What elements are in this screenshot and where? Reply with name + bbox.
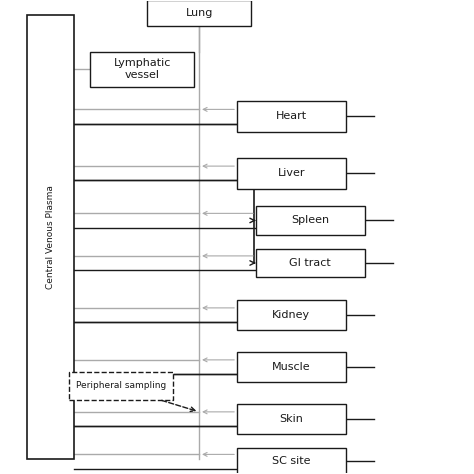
Bar	[147, 0, 251, 26]
Bar	[256, 249, 365, 277]
Bar	[69, 372, 173, 400]
Text: Central Venous Plasma: Central Venous Plasma	[46, 185, 55, 289]
Text: Muscle: Muscle	[272, 362, 310, 372]
Bar	[237, 352, 346, 383]
Bar	[237, 300, 346, 330]
Text: Lymphatic
vessel: Lymphatic vessel	[114, 58, 171, 80]
Text: GI tract: GI tract	[290, 258, 331, 268]
Text: Peripheral sampling: Peripheral sampling	[76, 382, 166, 391]
Text: Skin: Skin	[279, 414, 303, 424]
Text: Heart: Heart	[276, 111, 307, 121]
Bar	[237, 101, 346, 132]
Text: Kidney: Kidney	[272, 310, 310, 320]
Text: Spleen: Spleen	[291, 216, 329, 226]
Bar	[91, 52, 194, 87]
Bar	[256, 206, 365, 235]
Bar	[237, 403, 346, 434]
Text: Liver: Liver	[278, 168, 305, 178]
Text: SC site: SC site	[272, 456, 310, 466]
Bar	[237, 158, 346, 189]
Text: Lung: Lung	[185, 8, 213, 18]
Bar	[27, 15, 74, 459]
Bar	[237, 448, 346, 474]
